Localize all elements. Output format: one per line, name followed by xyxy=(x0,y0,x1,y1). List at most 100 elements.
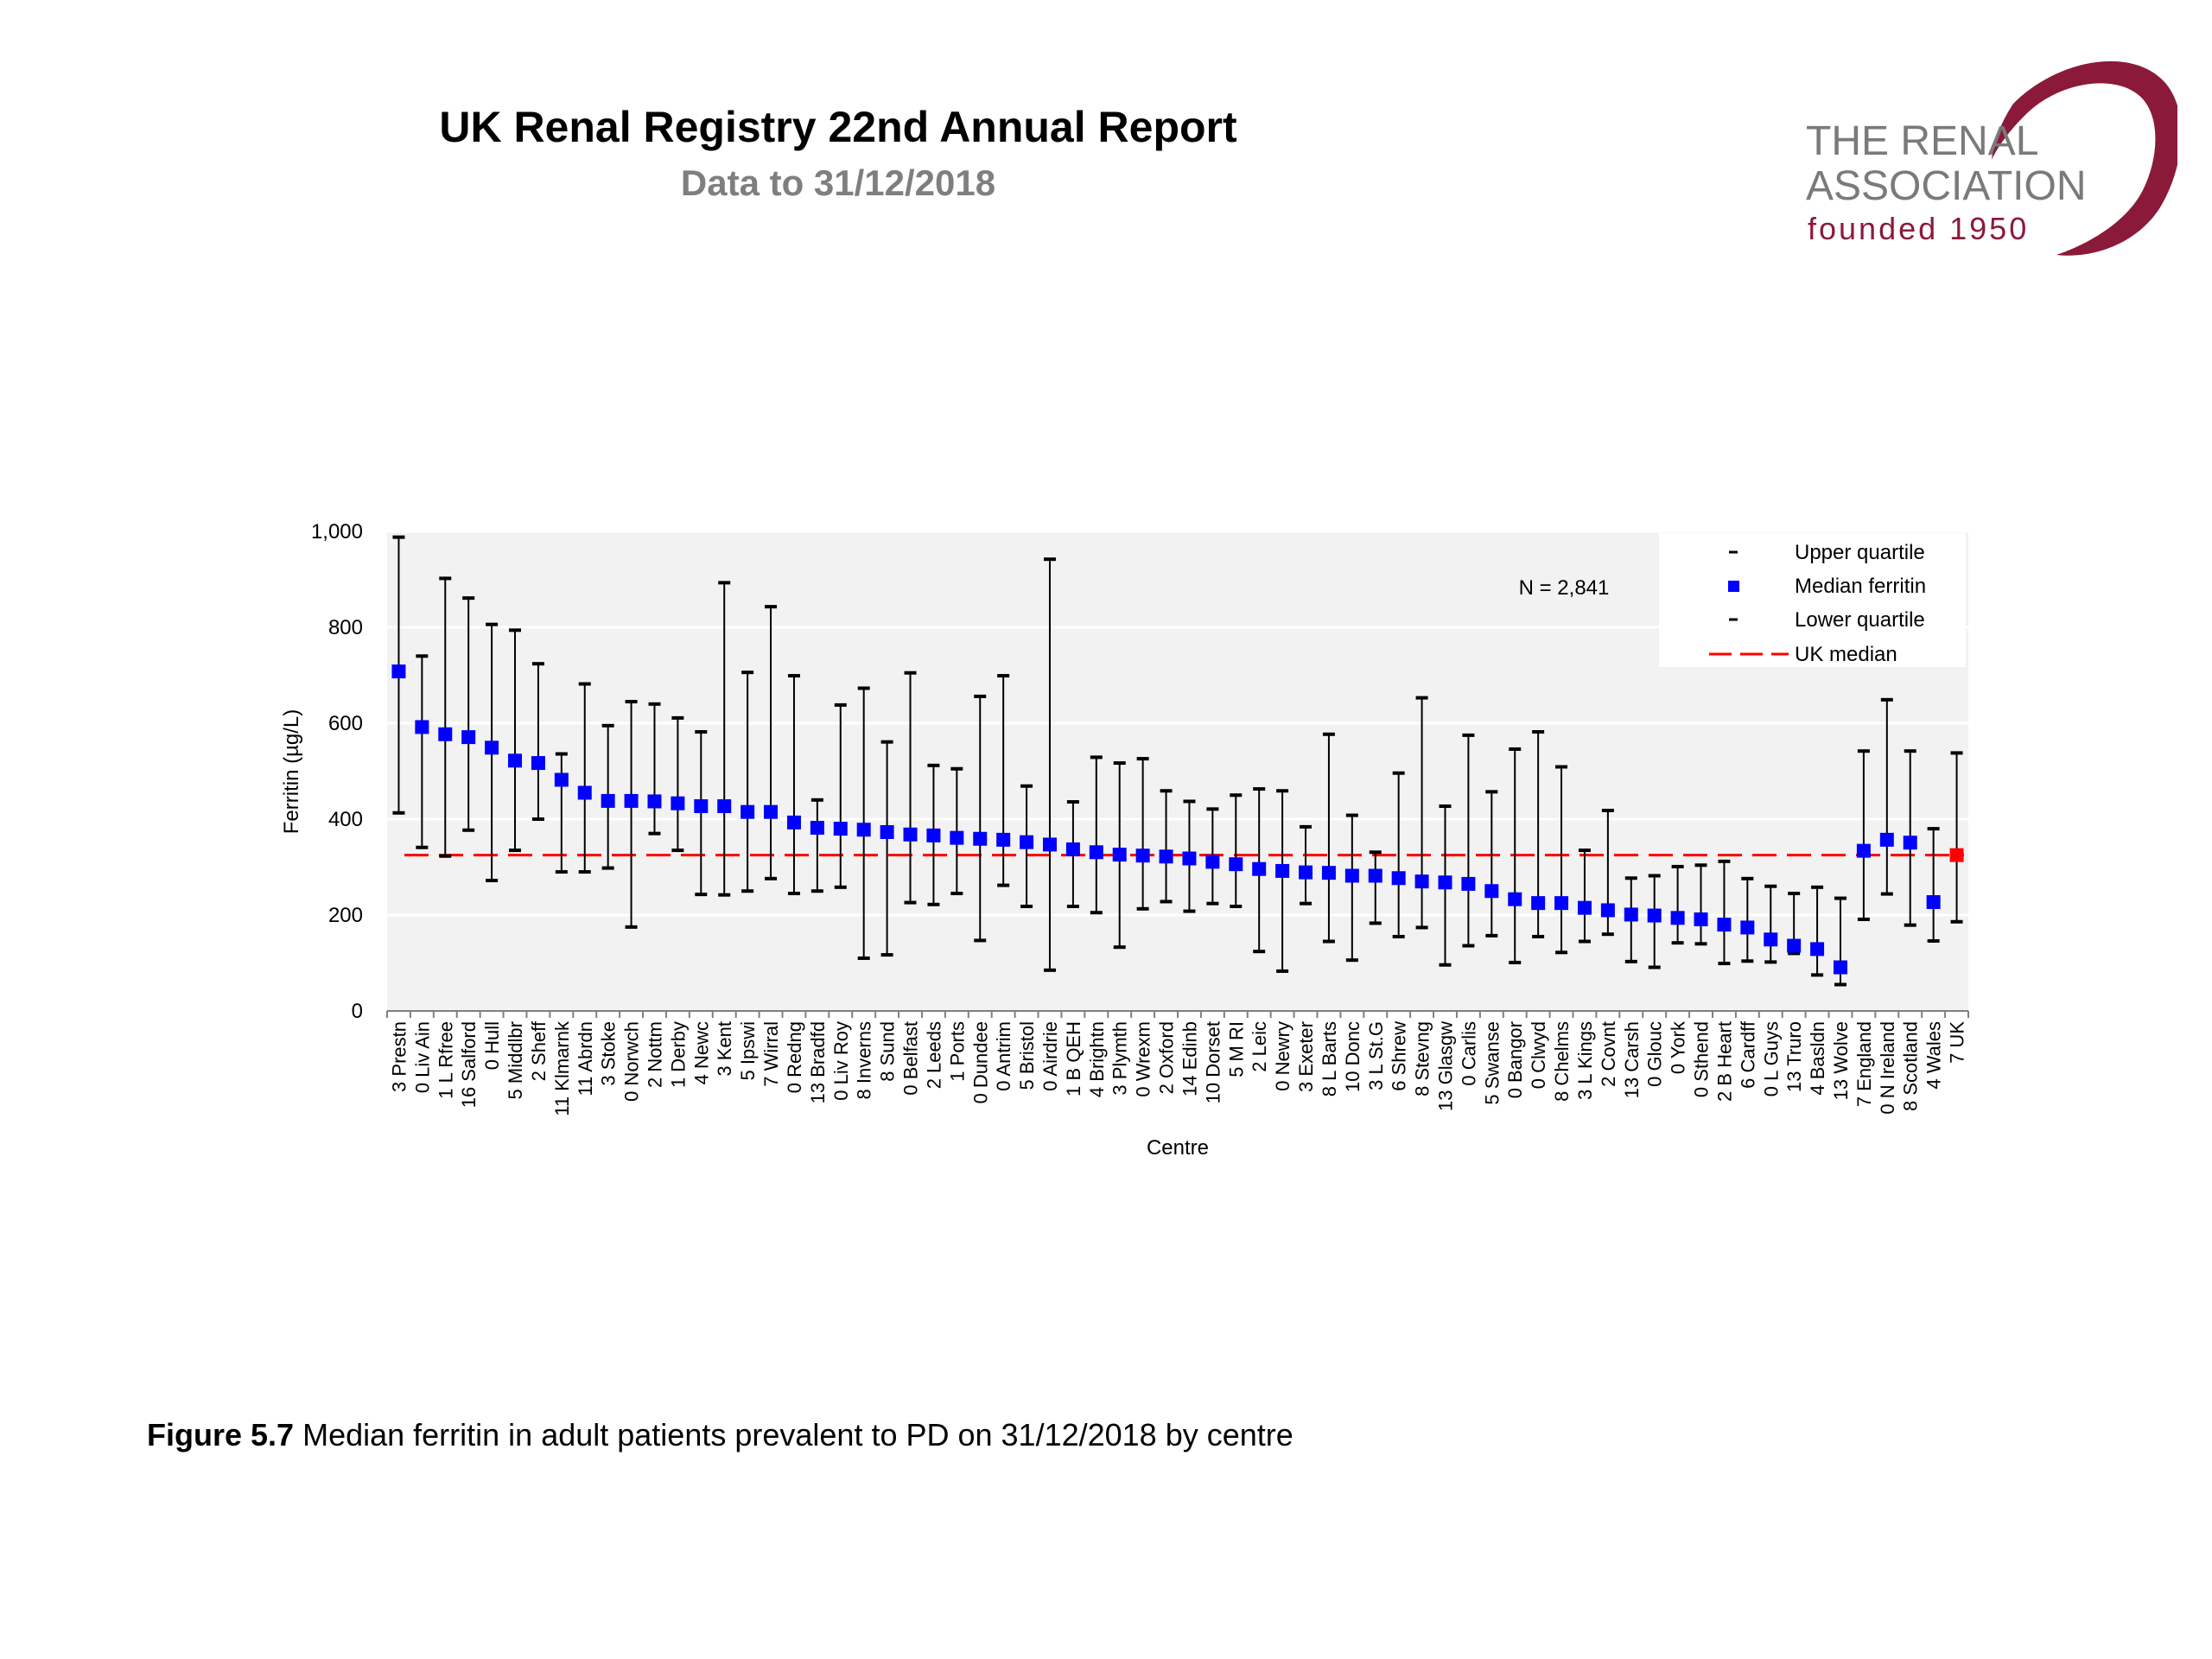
median-point xyxy=(1344,868,1359,883)
median-point xyxy=(415,720,429,734)
x-tick-label: 5 Bristol xyxy=(1016,1021,1038,1090)
median-point xyxy=(531,756,545,771)
y-tick-label: 1,000 xyxy=(311,520,363,543)
x-tick-label: 0 Antrim xyxy=(993,1021,1014,1091)
median-point xyxy=(1787,938,1802,953)
figure-caption-label: Figure 5.7 xyxy=(147,1417,295,1452)
y-tick-label: 800 xyxy=(328,616,363,639)
x-tick-label: 6 Cardff xyxy=(1737,1020,1758,1089)
median-point xyxy=(1810,942,1825,957)
x-tick-label: 0 Redng xyxy=(784,1021,805,1093)
x-tick-label: 8 L Barts xyxy=(1319,1021,1340,1096)
x-tick-label: 3 L St.G xyxy=(1365,1021,1387,1090)
median-point xyxy=(1299,865,1313,880)
x-tick-label: 2 Nottm xyxy=(644,1021,665,1088)
median-point xyxy=(1229,857,1243,872)
median-point xyxy=(485,741,499,755)
median-point xyxy=(810,820,824,835)
median-point xyxy=(1903,836,1917,850)
y-axis-title: Ferritin (µg/L) xyxy=(280,709,303,835)
x-tick-label: 7 Wirral xyxy=(760,1021,782,1087)
x-tick-label: 8 Stevng xyxy=(1412,1021,1433,1096)
median-point xyxy=(1484,884,1499,899)
x-tick-label: 0 Liv Roy xyxy=(830,1021,852,1101)
x-tick-label: 4 Wales xyxy=(1923,1021,1945,1090)
x-tick-label: 8 Chelms xyxy=(1551,1021,1573,1102)
x-tick-label: 3 Kent xyxy=(714,1021,735,1077)
x-axis-title: Centre xyxy=(1147,1136,1209,1160)
median-point xyxy=(1391,871,1406,886)
x-tick-label: 0 Wrexm xyxy=(1133,1021,1154,1097)
median-point xyxy=(973,831,988,846)
x-tick-label: 13 Glasgw xyxy=(1434,1021,1456,1111)
median-point xyxy=(1531,896,1546,911)
x-tick-label: 5 Ipswi xyxy=(737,1021,759,1080)
median-point xyxy=(1833,960,1847,975)
legend-uk-median-label: UK median xyxy=(1795,643,1897,666)
median-point xyxy=(1879,832,1894,847)
x-tick-label: 0 Belfast xyxy=(900,1021,922,1096)
median-point xyxy=(764,804,779,819)
median-point xyxy=(1275,863,1290,878)
median-point xyxy=(1089,845,1103,860)
x-tick-label: 14 Edinb xyxy=(1179,1021,1200,1096)
legend-median-label: Median ferritin xyxy=(1795,575,1926,598)
x-tick-label: 0 Hull xyxy=(481,1021,503,1070)
y-tick-label: 600 xyxy=(328,712,363,735)
legend-upper-quartile-label: Upper quartile xyxy=(1795,541,1925,564)
x-tick-label: 13 Truro xyxy=(1783,1021,1805,1092)
median-point xyxy=(1577,900,1592,915)
x-tick-label: 10 Dorset xyxy=(1202,1021,1224,1103)
figure-caption: Figure 5.7 Median ferritin in adult pati… xyxy=(147,1417,1294,1453)
logo-text-line3: founded 1950 xyxy=(1808,211,2030,246)
median-point xyxy=(1042,837,1057,852)
chart-legend: Upper quartile Median ferritin Lower qua… xyxy=(1659,533,1966,667)
x-tick-label: 0 Dundee xyxy=(969,1021,991,1103)
legend-lower-quartile-label: Lower quartile xyxy=(1795,608,1925,632)
x-tick-label: 0 L Guys xyxy=(1760,1021,1782,1096)
median-point xyxy=(438,727,453,741)
median-point xyxy=(741,804,755,819)
x-tick-label: 0 York xyxy=(1668,1020,1689,1074)
x-tick-label: 0 Norwch xyxy=(621,1021,643,1102)
x-tick-label: 13 Carsh xyxy=(1621,1021,1643,1098)
median-point xyxy=(1926,895,1941,910)
median-point xyxy=(833,822,848,836)
ferritin-chart-svg: 0 200 400 600 800 1,000 3 Prestn 0 Liv Ain 1 L … xyxy=(280,520,1969,1160)
median-point xyxy=(1438,875,1452,890)
x-tick-label: 2 Covnt xyxy=(1598,1021,1619,1087)
x-tick-label: 7 England xyxy=(1853,1021,1875,1107)
n-annotation: N = 2,841 xyxy=(1519,576,1610,600)
median-point xyxy=(786,815,801,830)
x-tick-label: 0 Carlis xyxy=(1458,1021,1479,1086)
median-point xyxy=(856,823,871,837)
median-point xyxy=(1065,842,1080,856)
median-point xyxy=(1508,892,1522,906)
x-tick-label: 8 Scotland xyxy=(1900,1021,1922,1111)
x-tick-label: 0 N Ireland xyxy=(1877,1021,1898,1115)
data-marks xyxy=(391,535,1964,987)
y-tick-label: 200 xyxy=(328,904,363,927)
x-tick-label: 1 B QEH xyxy=(1063,1021,1084,1096)
renal-association-logo: THE RENAL ASSOCIATION founded 1950 xyxy=(1797,52,2177,268)
x-tick-label: 5 M RI xyxy=(1225,1021,1247,1077)
median-point xyxy=(647,794,662,809)
x-tick-label: 7 UK xyxy=(1947,1021,1968,1064)
median-point xyxy=(1717,918,1732,932)
median-point xyxy=(1856,843,1871,858)
median-point xyxy=(1554,896,1569,911)
x-tick-label: 16 Salford xyxy=(458,1021,480,1108)
figure-caption-text: Median ferritin in adult patients preval… xyxy=(302,1417,1294,1452)
median-point xyxy=(624,793,639,808)
median-point xyxy=(391,664,406,679)
x-tick-label: 4 Basldn xyxy=(1807,1021,1828,1096)
logo-swirl-icon xyxy=(1992,61,2177,256)
x-tick-label: 8 Inverns xyxy=(854,1021,875,1100)
median-point xyxy=(1949,848,1964,862)
x-tick-label: 0 Sthend xyxy=(1691,1021,1713,1097)
x-tick-label: 0 Airdrie xyxy=(1039,1021,1061,1091)
x-tick-label: 11 Abrdn xyxy=(575,1021,596,1096)
median-point xyxy=(1600,903,1615,918)
legend-median-marker xyxy=(1728,581,1739,592)
logo-text-line1: THE RENAL xyxy=(1806,118,2039,164)
